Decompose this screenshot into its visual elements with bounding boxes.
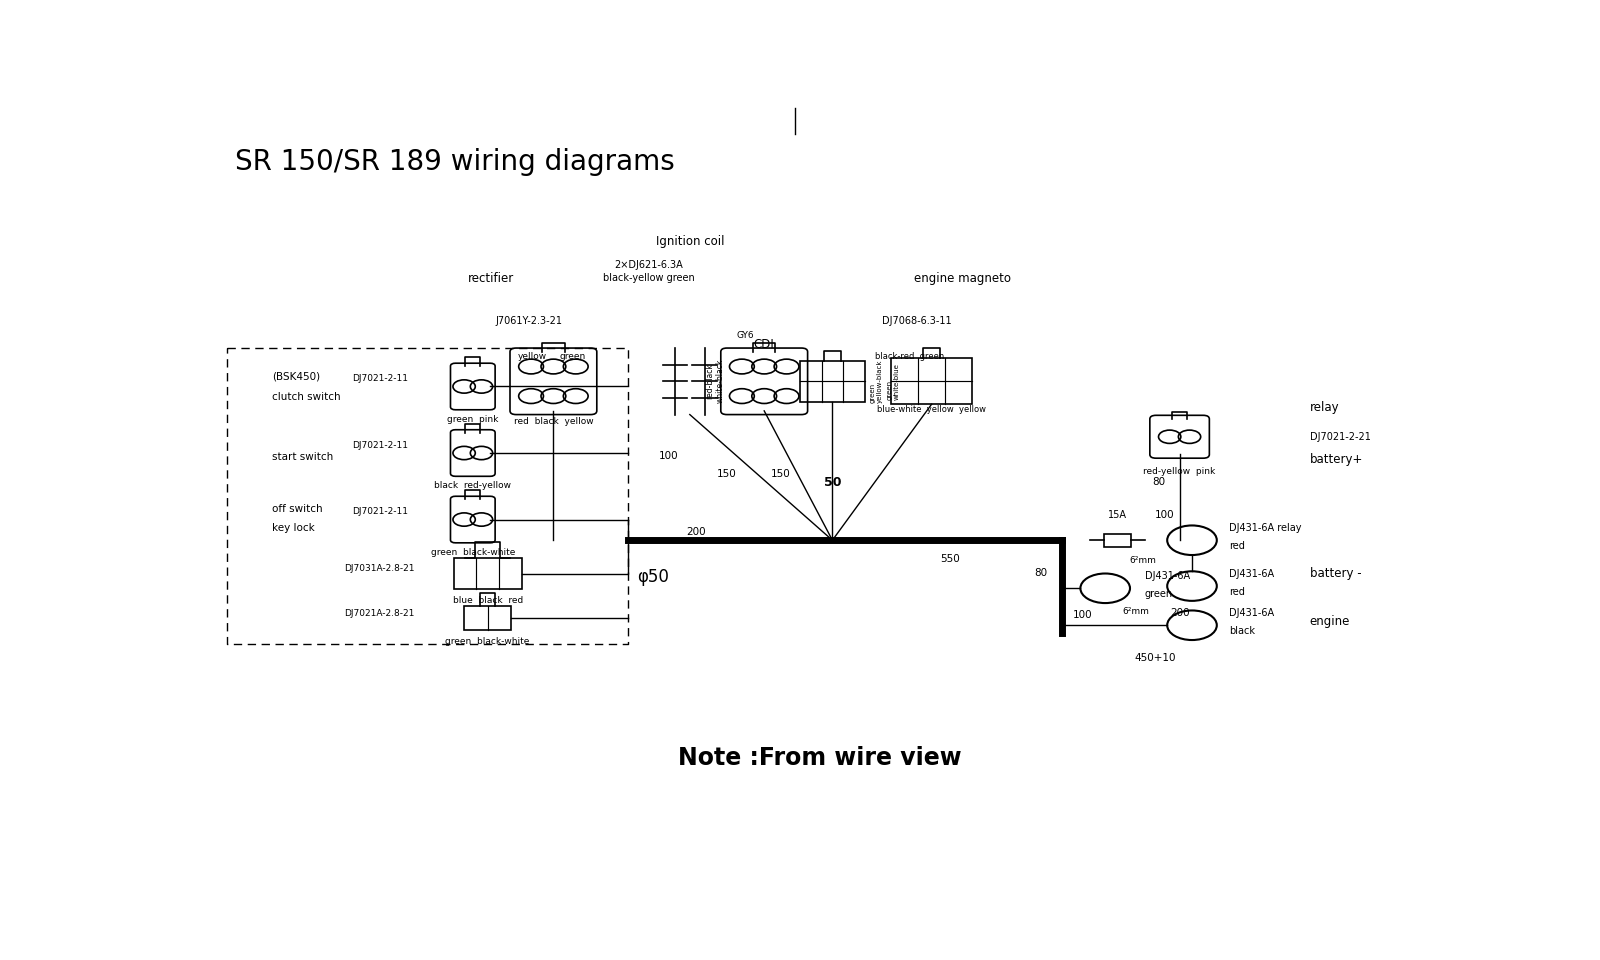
Text: DJ7068-6.3-11: DJ7068-6.3-11 <box>882 316 952 325</box>
Text: green  black-white: green black-white <box>445 637 530 646</box>
Text: GY6: GY6 <box>736 331 755 341</box>
Text: (BSK450): (BSK450) <box>272 372 320 381</box>
Text: green  pink: green pink <box>446 415 499 424</box>
Text: black  red-yellow: black red-yellow <box>434 482 512 491</box>
Text: 150: 150 <box>717 469 738 479</box>
Text: off switch: off switch <box>272 504 323 515</box>
Bar <box>453 558 522 589</box>
Text: 50: 50 <box>824 476 842 490</box>
Text: DJ431-6A relay: DJ431-6A relay <box>1229 523 1302 534</box>
Text: green  black-white: green black-white <box>430 548 515 557</box>
Text: engine: engine <box>1310 615 1350 628</box>
Text: red: red <box>1229 587 1245 597</box>
Bar <box>464 606 512 630</box>
Text: clutch switch: clutch switch <box>272 392 341 402</box>
Bar <box>1104 534 1131 547</box>
Text: 15A: 15A <box>1109 510 1126 520</box>
Text: 150: 150 <box>771 469 790 479</box>
Text: DJ7021-2-11: DJ7021-2-11 <box>352 441 408 450</box>
Text: DJ7021-2-11: DJ7021-2-11 <box>352 508 408 516</box>
Text: 6²mm: 6²mm <box>1130 556 1155 565</box>
Text: 200: 200 <box>1170 608 1189 617</box>
Text: 2×DJ621-6.3A: 2×DJ621-6.3A <box>614 260 683 270</box>
Text: black: black <box>1229 626 1256 636</box>
Bar <box>891 358 971 404</box>
Text: CDI: CDI <box>754 338 774 351</box>
Text: DJ7031A-2.8-21: DJ7031A-2.8-21 <box>344 564 414 573</box>
Text: engine magneto: engine magneto <box>914 272 1011 284</box>
Text: DJ7021-2-21: DJ7021-2-21 <box>1310 432 1371 443</box>
Text: Note :From wire view: Note :From wire view <box>678 746 962 770</box>
Text: green: green <box>1146 589 1173 599</box>
Text: DJ431-6A: DJ431-6A <box>1229 609 1274 618</box>
Text: 100: 100 <box>1155 510 1174 520</box>
Text: key lock: key lock <box>272 522 315 533</box>
Text: 80: 80 <box>1152 477 1165 487</box>
Text: battery+: battery+ <box>1310 452 1363 466</box>
Text: red-yellow  pink: red-yellow pink <box>1144 467 1216 476</box>
Text: green: green <box>560 352 586 361</box>
Text: relay: relay <box>1310 401 1339 414</box>
Text: J7061Y-2.3-21: J7061Y-2.3-21 <box>494 316 562 325</box>
Text: start switch: start switch <box>272 452 333 463</box>
Text: green
white-blue: green white-blue <box>886 363 899 399</box>
Text: 550: 550 <box>941 554 960 564</box>
Text: Ignition coil: Ignition coil <box>656 234 725 248</box>
Text: green
yellow-black: green yellow-black <box>870 360 883 403</box>
Text: 100: 100 <box>659 451 678 461</box>
Text: 100: 100 <box>1074 610 1093 620</box>
Text: DJ431-6A: DJ431-6A <box>1146 571 1190 582</box>
Text: blue  black  red: blue black red <box>453 596 523 605</box>
Text: black-red  green: black-red green <box>875 352 944 361</box>
Text: SR 150/SR 189 wiring diagrams: SR 150/SR 189 wiring diagrams <box>235 149 675 177</box>
Text: 6²mm: 6²mm <box>1123 607 1150 616</box>
Text: yellow: yellow <box>518 352 547 361</box>
Text: DJ7021-2-11: DJ7021-2-11 <box>352 374 408 383</box>
Text: battery -: battery - <box>1310 567 1362 580</box>
Text: DJ7021A-2.8-21: DJ7021A-2.8-21 <box>344 609 414 617</box>
Text: 200: 200 <box>686 527 706 537</box>
Text: 450+10: 450+10 <box>1134 653 1176 662</box>
Text: rectifier: rectifier <box>469 272 515 284</box>
Text: blue-white  yellow  yellow: blue-white yellow yellow <box>877 405 986 415</box>
Text: red: red <box>1229 541 1245 551</box>
Text: red  black  yellow: red black yellow <box>514 418 594 426</box>
Text: black-yellow green: black-yellow green <box>603 273 694 283</box>
Text: 80: 80 <box>1034 567 1048 578</box>
Text: DJ431-6A: DJ431-6A <box>1229 569 1274 579</box>
Bar <box>800 361 864 401</box>
Text: red-black
white-black: red-black white-black <box>706 359 725 403</box>
Text: φ50: φ50 <box>637 568 669 587</box>
